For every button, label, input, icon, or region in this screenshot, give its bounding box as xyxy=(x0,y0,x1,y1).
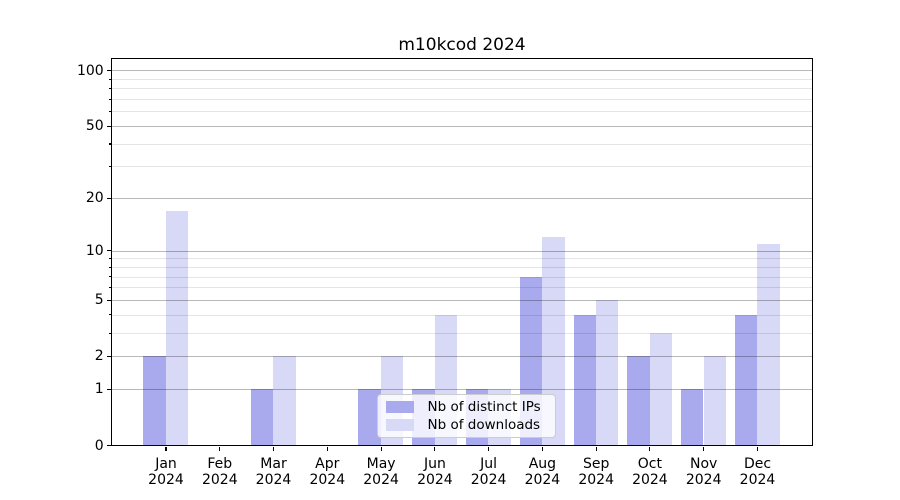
legend-swatch-distinct-ips xyxy=(385,400,414,413)
y-tick-label-1: 1 xyxy=(94,381,104,398)
gridline-y-70 xyxy=(111,99,813,101)
bar-downloads-aug xyxy=(542,237,565,446)
y-tick-label-20: 20 xyxy=(85,190,104,207)
y-tick-label-100: 100 xyxy=(76,62,104,79)
bar-distinct-ips-dec xyxy=(734,314,758,446)
bar-downloads-dec xyxy=(757,243,780,446)
y-tick-mark-100 xyxy=(107,70,112,72)
gridline-y-1 xyxy=(111,389,813,391)
bar-distinct-ips-sep xyxy=(573,314,596,446)
y-tick-mark-5 xyxy=(107,299,112,301)
y-tick-mark-0 xyxy=(107,445,112,447)
y-tick-label-50: 50 xyxy=(85,118,104,135)
gridline-y-5 xyxy=(111,299,813,301)
bar-distinct-ips-oct xyxy=(627,356,650,446)
legend-label-downloads: Nb of downloads xyxy=(427,416,541,433)
legend-entry-distinct-ips: Nb of distinct IPs xyxy=(385,398,545,415)
x-tick-label-may: May 2024 xyxy=(363,455,399,488)
y-minortick-mark-30 xyxy=(109,166,112,168)
gridline-y-100 xyxy=(111,70,813,72)
gridline-y-60 xyxy=(111,111,813,113)
gridline-y-90 xyxy=(111,78,813,80)
x-tick-mark-sep xyxy=(595,446,597,452)
y-tick-mark-2 xyxy=(107,355,112,357)
x-tick-mark-oct xyxy=(649,446,651,452)
gridline-y-20 xyxy=(111,198,813,200)
x-tick-label-aug: Aug 2024 xyxy=(524,455,561,488)
bar-downloads-sep xyxy=(595,299,619,446)
legend-swatch-downloads xyxy=(385,418,414,431)
x-tick-label-mar: Mar 2024 xyxy=(255,455,292,488)
x-tick-mark-aug xyxy=(541,446,543,452)
gridline-y-3 xyxy=(111,332,813,334)
x-tick-mark-may xyxy=(380,446,382,452)
y-minortick-mark-9 xyxy=(109,258,112,260)
y-minortick-mark-7 xyxy=(109,276,112,278)
y-tick-label-2: 2 xyxy=(94,348,104,365)
y-minortick-mark-4 xyxy=(109,314,112,316)
grid-layer xyxy=(111,59,813,445)
gridline-y-8 xyxy=(111,266,813,268)
y-minortick-mark-80 xyxy=(109,88,112,90)
bar-distinct-ips-mar xyxy=(250,389,274,446)
bar-distinct-ips-may xyxy=(358,389,381,446)
gridline-y-4 xyxy=(111,314,813,316)
legend: Nb of distinct IPs Nb of downloads xyxy=(376,393,556,438)
chart-title: m10kcod 2024 xyxy=(398,35,526,55)
gridline-y-80 xyxy=(111,88,813,90)
y-tick-label-0: 0 xyxy=(94,437,104,454)
gridline-y-6 xyxy=(111,287,813,289)
gridline-y-40 xyxy=(111,143,813,145)
gridline-y-30 xyxy=(111,166,813,168)
x-tick-label-sep: Sep 2024 xyxy=(578,455,614,488)
gridline-y-9 xyxy=(111,258,813,260)
x-tick-mark-jun xyxy=(434,446,436,452)
x-tick-mark-apr xyxy=(326,446,328,452)
plot-area: Nb of distinct IPs Nb of downloads xyxy=(110,58,814,447)
x-tick-label-apr: Apr 2024 xyxy=(309,455,346,488)
x-tick-mark-jul xyxy=(488,446,490,452)
gridline-y-2 xyxy=(111,356,813,358)
x-tick-mark-jan xyxy=(165,446,167,452)
y-tick-label-5: 5 xyxy=(94,292,104,309)
gridline-y-10 xyxy=(111,250,813,252)
y-minortick-mark-60 xyxy=(109,111,112,113)
x-tick-label-oct: Oct 2024 xyxy=(632,455,668,488)
x-tick-label-jan: Jan 2024 xyxy=(148,455,184,488)
bar-distinct-ips-nov xyxy=(681,389,704,446)
x-tick-label-jul: Jul 2024 xyxy=(470,455,507,488)
x-tick-label-dec: Dec 2024 xyxy=(739,455,776,488)
x-tick-mark-mar xyxy=(272,446,275,452)
legend-label-distinct-ips: Nb of distinct IPs xyxy=(427,398,541,415)
y-minortick-mark-70 xyxy=(109,98,112,100)
x-tick-mark-dec xyxy=(756,446,759,452)
x-tick-label-feb: Feb 2024 xyxy=(201,455,238,488)
y-minortick-mark-40 xyxy=(109,143,112,145)
y-minortick-mark-8 xyxy=(109,266,112,268)
x-tick-mark-feb xyxy=(219,446,221,452)
y-tick-mark-20 xyxy=(107,197,112,199)
bar-downloads-jan xyxy=(165,210,189,446)
bar-downloads-mar xyxy=(273,356,296,446)
gridline-y-50 xyxy=(111,126,813,128)
y-tick-mark-50 xyxy=(107,125,112,127)
y-minortick-mark-3 xyxy=(109,332,112,334)
y-minortick-mark-6 xyxy=(109,287,112,289)
legend-entry-downloads: Nb of downloads xyxy=(385,416,545,433)
bar-distinct-ips-jan xyxy=(143,356,166,446)
bar-downloads-oct xyxy=(649,332,673,446)
bar-downloads-nov xyxy=(703,356,726,446)
y-tick-mark-10 xyxy=(107,250,112,252)
y-tick-label-10: 10 xyxy=(85,242,104,259)
x-tick-label-nov: Nov 2024 xyxy=(685,455,722,488)
y-minortick-mark-90 xyxy=(109,78,112,80)
x-tick-label-jun: Jun 2024 xyxy=(417,455,453,488)
gridline-y-7 xyxy=(111,276,813,278)
y-tick-mark-1 xyxy=(107,388,112,390)
x-tick-mark-nov xyxy=(703,446,705,452)
